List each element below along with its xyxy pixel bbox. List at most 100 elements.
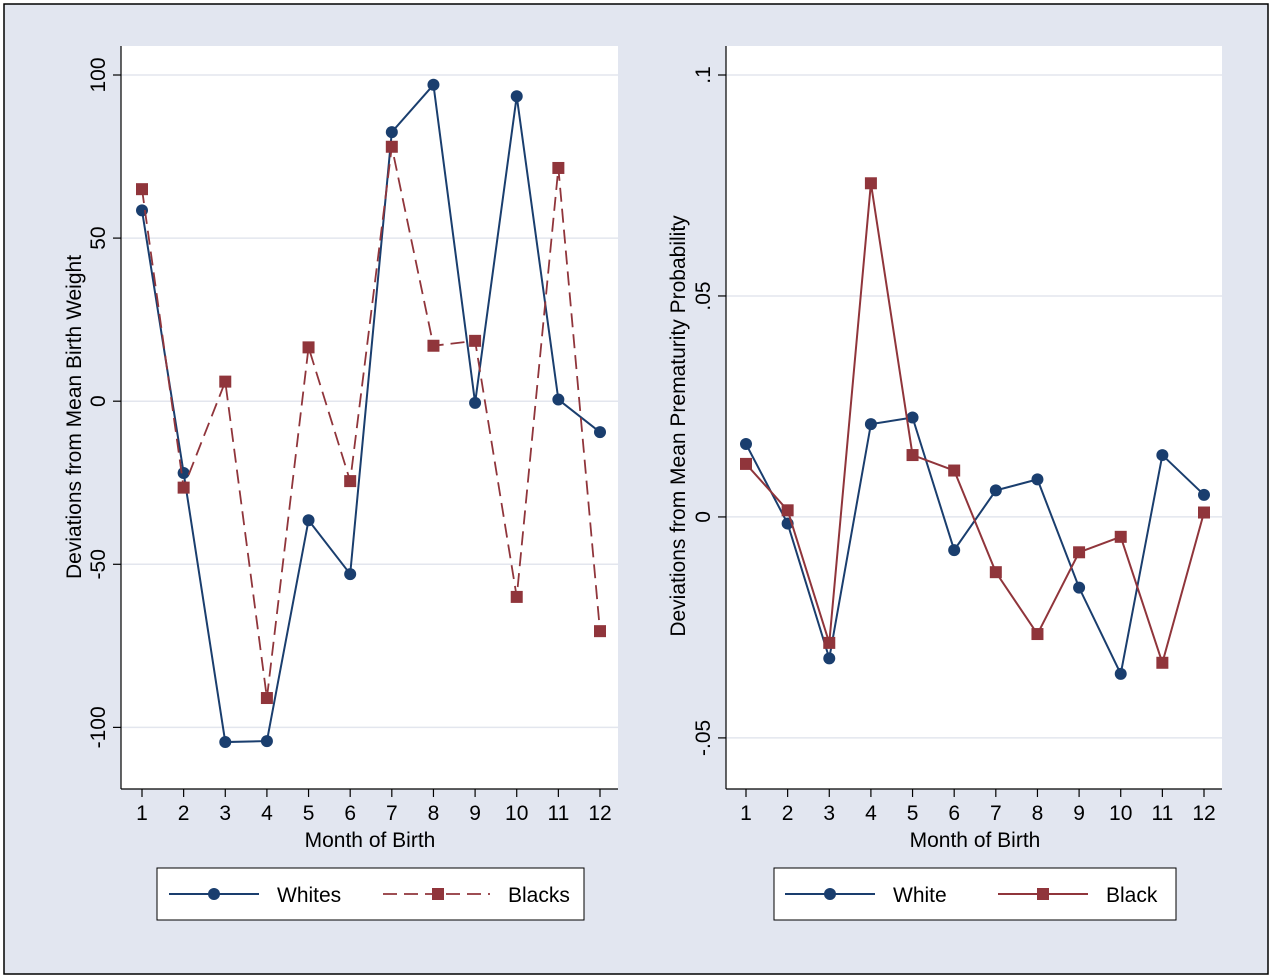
right-black-point-12 <box>1198 506 1210 519</box>
right-y-tick-label: 0 <box>692 511 715 523</box>
right-white-point-3 <box>823 652 836 665</box>
right-x-tick-label: 4 <box>865 802 877 825</box>
left-legend-blacks-label: Blacks <box>508 884 570 907</box>
left-whites-point-2 <box>177 466 190 479</box>
left-x-tick-label: 8 <box>428 802 440 825</box>
right-white-point-5 <box>906 411 919 424</box>
right-black-point-4 <box>864 177 877 190</box>
left-whites-point-10 <box>510 90 523 103</box>
right-black-point-5 <box>906 449 919 462</box>
left-legend: Whites Blacks <box>156 867 585 921</box>
right-x-tick-label: 11 <box>1151 802 1173 825</box>
left-blacks-series-line <box>141 146 601 699</box>
left-x-axis-label: Month of Birth <box>305 829 436 852</box>
left-whites-point-4 <box>260 735 273 748</box>
right-x-tick-label: 2 <box>782 802 794 825</box>
left-blacks-point-1 <box>136 183 148 196</box>
right-x-tick-label: 10 <box>1109 802 1132 825</box>
left-blacks-point-12 <box>594 625 606 638</box>
right-y-axis-label: Deviations from Mean Prematurity Probabi… <box>667 215 690 637</box>
right-black-point-7 <box>989 566 1002 579</box>
left-blacks-point-2 <box>177 481 190 494</box>
left-blacks-point-11 <box>552 161 565 174</box>
right-legend-black-marker <box>1037 888 1049 900</box>
right-x-ticks: 1 2 3 4 5 6 7 8 9 10 11 12 <box>740 789 1216 825</box>
right-white-point-4 <box>864 418 877 431</box>
left-blacks-point-4 <box>260 692 273 705</box>
right-legend-white-marker <box>824 888 836 900</box>
right-y-ticks: -.05 0 .05 .1 <box>692 66 726 756</box>
right-x-tick-label: 12 <box>1192 802 1215 825</box>
right-white-point-12 <box>1198 488 1210 501</box>
left-x-tick-label: 3 <box>219 802 231 825</box>
left-blacks-point-10 <box>510 590 523 603</box>
left-y-tick-label: 100 <box>87 57 110 92</box>
right-white-point-8 <box>1031 473 1044 486</box>
left-y-tick-label: 0 <box>87 395 110 407</box>
right-black-point-6 <box>948 464 961 477</box>
right-x-tick-label: 8 <box>1032 802 1044 825</box>
right-black-point-11 <box>1156 656 1169 669</box>
left-legend-whites-marker <box>208 888 220 900</box>
left-blacks-point-8 <box>427 339 440 352</box>
left-blacks-point-6 <box>344 475 357 488</box>
right-chart-panel: -.050.05.1 1 2 3 4 5 6 7 8 9 10 11 12 Month of Birt… <box>667 46 1222 921</box>
right-white-point-1 <box>740 438 752 451</box>
left-x-tick-label: 10 <box>505 802 528 825</box>
right-x-tick-label: 6 <box>948 802 960 825</box>
right-x-tick-label: 3 <box>823 802 835 825</box>
right-legend-white-label: White <box>893 884 947 907</box>
left-plot-area <box>121 46 618 789</box>
left-y-ticks: -100 -50 0 50 100 <box>87 57 121 748</box>
right-black-point-3 <box>823 636 836 649</box>
left-legend-blacks-marker <box>432 888 444 900</box>
right-black-point-1 <box>740 457 752 470</box>
right-black-point-2 <box>781 504 794 517</box>
left-y-axis-label: Deviations from Mean Birth Weight <box>63 255 86 579</box>
left-whites-point-9 <box>469 396 482 409</box>
right-x-tick-label: 7 <box>990 802 1002 825</box>
left-whites-point-8 <box>427 78 440 91</box>
left-y-tick-label: -100 <box>87 706 110 748</box>
left-x-tick-label: 9 <box>469 802 481 825</box>
right-x-tick-label: 5 <box>907 802 919 825</box>
right-y-tick-label: .1 <box>692 66 715 84</box>
left-x-tick-label: 2 <box>178 802 190 825</box>
right-y-tick-label: -.05 <box>692 720 715 756</box>
left-blacks-point-5 <box>302 341 315 354</box>
left-whites-point-12 <box>594 426 606 439</box>
right-white-point-6 <box>948 544 961 557</box>
left-y-tick-label: -50 <box>87 549 110 579</box>
left-whites-series-line <box>141 82 601 744</box>
left-blacks-point-7 <box>385 140 398 153</box>
right-black-point-10 <box>1114 530 1127 543</box>
left-whites-point-7 <box>385 126 398 139</box>
left-legend-whites-label: Whites <box>277 884 341 907</box>
right-black-point-8 <box>1031 628 1044 641</box>
left-gridlines <box>121 74 618 729</box>
left-x-tick-label: 11 <box>547 802 569 825</box>
left-x-tick-label: 12 <box>588 802 611 825</box>
right-plot-area <box>726 46 1222 789</box>
left-x-tick-label: 4 <box>261 802 273 825</box>
left-whites-point-6 <box>344 568 357 581</box>
left-whites-point-5 <box>302 514 315 527</box>
left-x-tick-label: 1 <box>136 802 148 825</box>
right-white-point-11 <box>1156 449 1169 462</box>
right-series-layer <box>740 177 1210 680</box>
left-series-layer <box>136 78 606 749</box>
right-white-point-9 <box>1073 581 1086 594</box>
right-x-axis-label: Month of Birth <box>910 829 1041 852</box>
left-whites-point-3 <box>219 736 232 749</box>
right-legend: White Black <box>773 867 1177 921</box>
right-x-tick-label: 1 <box>740 802 752 825</box>
right-legend-black-label: Black <box>1106 884 1158 907</box>
right-black-series-line <box>745 183 1205 667</box>
left-x-tick-label: 5 <box>303 802 315 825</box>
right-white-point-10 <box>1114 667 1127 680</box>
right-white-point-7 <box>989 484 1002 497</box>
right-x-tick-label: 9 <box>1073 802 1085 825</box>
right-black-point-9 <box>1073 546 1086 559</box>
